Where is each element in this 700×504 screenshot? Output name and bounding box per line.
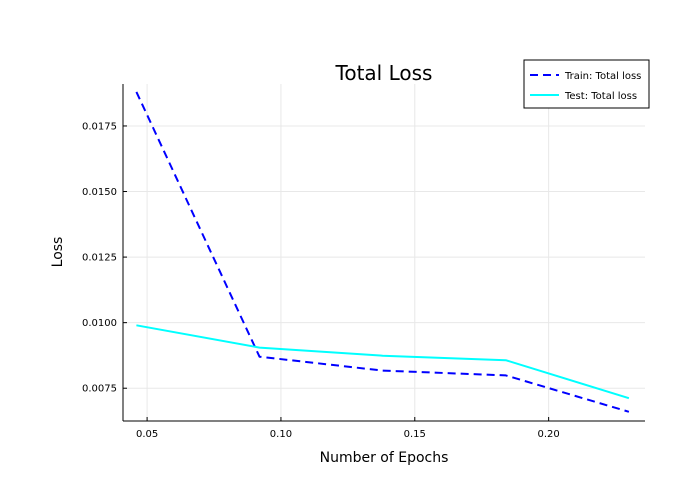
y-tick-label: 0.0175 (82, 121, 117, 132)
grid-layer (123, 84, 645, 421)
series-line-train (135, 91, 630, 413)
series-layer (135, 91, 630, 413)
chart-title: Total Loss (335, 61, 433, 85)
x-axis-label: Number of Epochs (320, 450, 449, 466)
x-tick-label: 0.05 (136, 429, 158, 440)
legend-label-test: Test: Total loss (564, 91, 637, 102)
ticks-layer: 0.05 0.10 0.15 0.20 0.0075 0.0100 0.0125 0.0150… (82, 121, 560, 440)
y-tick-label: 0.0100 (82, 318, 117, 329)
y-tick-label: 0.0125 (82, 253, 117, 264)
y-axis-label: Loss (50, 237, 66, 268)
series-line-test (136, 324, 630, 400)
x-tick-label: 0.10 (270, 429, 292, 440)
x-tick-label: 0.15 (404, 429, 426, 440)
legend-label-train: Train: Total loss (564, 71, 641, 82)
y-tick-label: 0.0075 (82, 384, 117, 395)
axes-layer (122, 84, 645, 422)
y-tick-label: 0.0150 (82, 187, 117, 198)
legend-box (523, 59, 650, 109)
x-tick-label: 0.20 (537, 429, 559, 440)
legend: Train: Total loss Test: Total loss (523, 59, 650, 109)
